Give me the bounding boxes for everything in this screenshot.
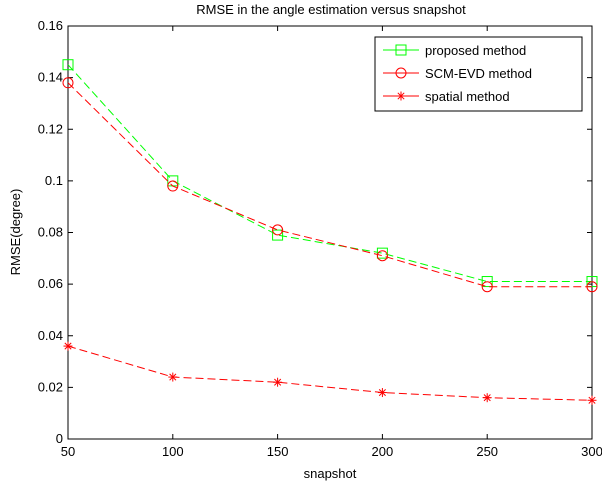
- y-tick-label: 0.06: [38, 276, 63, 291]
- data-point: [481, 276, 493, 288]
- data-point: [272, 224, 284, 236]
- x-tick-label: 200: [372, 444, 394, 459]
- y-tick-label: 0.04: [38, 328, 63, 343]
- data-point: [377, 388, 387, 398]
- data-point: [376, 250, 388, 262]
- data-point: [63, 341, 73, 351]
- x-axis-label: snapshot: [304, 466, 357, 481]
- data-point: [167, 180, 179, 192]
- legend-entry-label: SCM-EVD method: [425, 66, 532, 81]
- chart-title: RMSE in the angle estimation versus snap…: [196, 2, 466, 17]
- data-point: [376, 247, 388, 259]
- legend-entry-label: spatial method: [425, 89, 510, 104]
- x-tick-label: 50: [61, 444, 75, 459]
- y-axis-label: RMSE(degree): [8, 189, 23, 276]
- series-layer: [62, 59, 598, 405]
- data-point: [586, 281, 598, 293]
- data-point: [272, 229, 284, 241]
- data-point: [482, 393, 492, 403]
- series-line-2: [67, 345, 593, 401]
- x-tick-label: 250: [476, 444, 498, 459]
- x-tick-label: 300: [581, 444, 602, 459]
- y-tick-label: 0.12: [38, 121, 63, 136]
- y-axis: 0 0.02 0.04 0.06 0.08 0.1 0.12 0.14 0.16: [38, 18, 592, 446]
- y-tick-label: 0.16: [38, 18, 63, 33]
- x-tick-label: 100: [162, 444, 184, 459]
- legend-swatch-marker: [396, 91, 406, 101]
- legend-swatch-marker: [395, 67, 407, 79]
- y-tick-label: 0.08: [38, 225, 63, 240]
- legend-box: [374, 36, 583, 112]
- data-point: [62, 77, 74, 89]
- y-tick-label: 0.02: [38, 379, 63, 394]
- data-point: [273, 377, 283, 387]
- y-tick-label: 0.1: [45, 173, 63, 188]
- x-axis: 50 100 150 200 250 300: [61, 26, 602, 459]
- data-point: [481, 281, 493, 293]
- data-point: [587, 395, 597, 405]
- x-tick-label: 150: [267, 444, 289, 459]
- series-line-1: [67, 82, 592, 288]
- data-point: [168, 372, 178, 382]
- legend: proposed method SCM-EVD method spatial met…: [374, 36, 583, 112]
- data-point: [62, 59, 74, 71]
- series-line-0: [67, 64, 592, 283]
- y-tick-label: 0.14: [38, 70, 63, 85]
- legend-entry-label: proposed method: [425, 43, 526, 58]
- y-tick-label: 0: [56, 431, 63, 446]
- legend-swatch-marker: [395, 44, 407, 56]
